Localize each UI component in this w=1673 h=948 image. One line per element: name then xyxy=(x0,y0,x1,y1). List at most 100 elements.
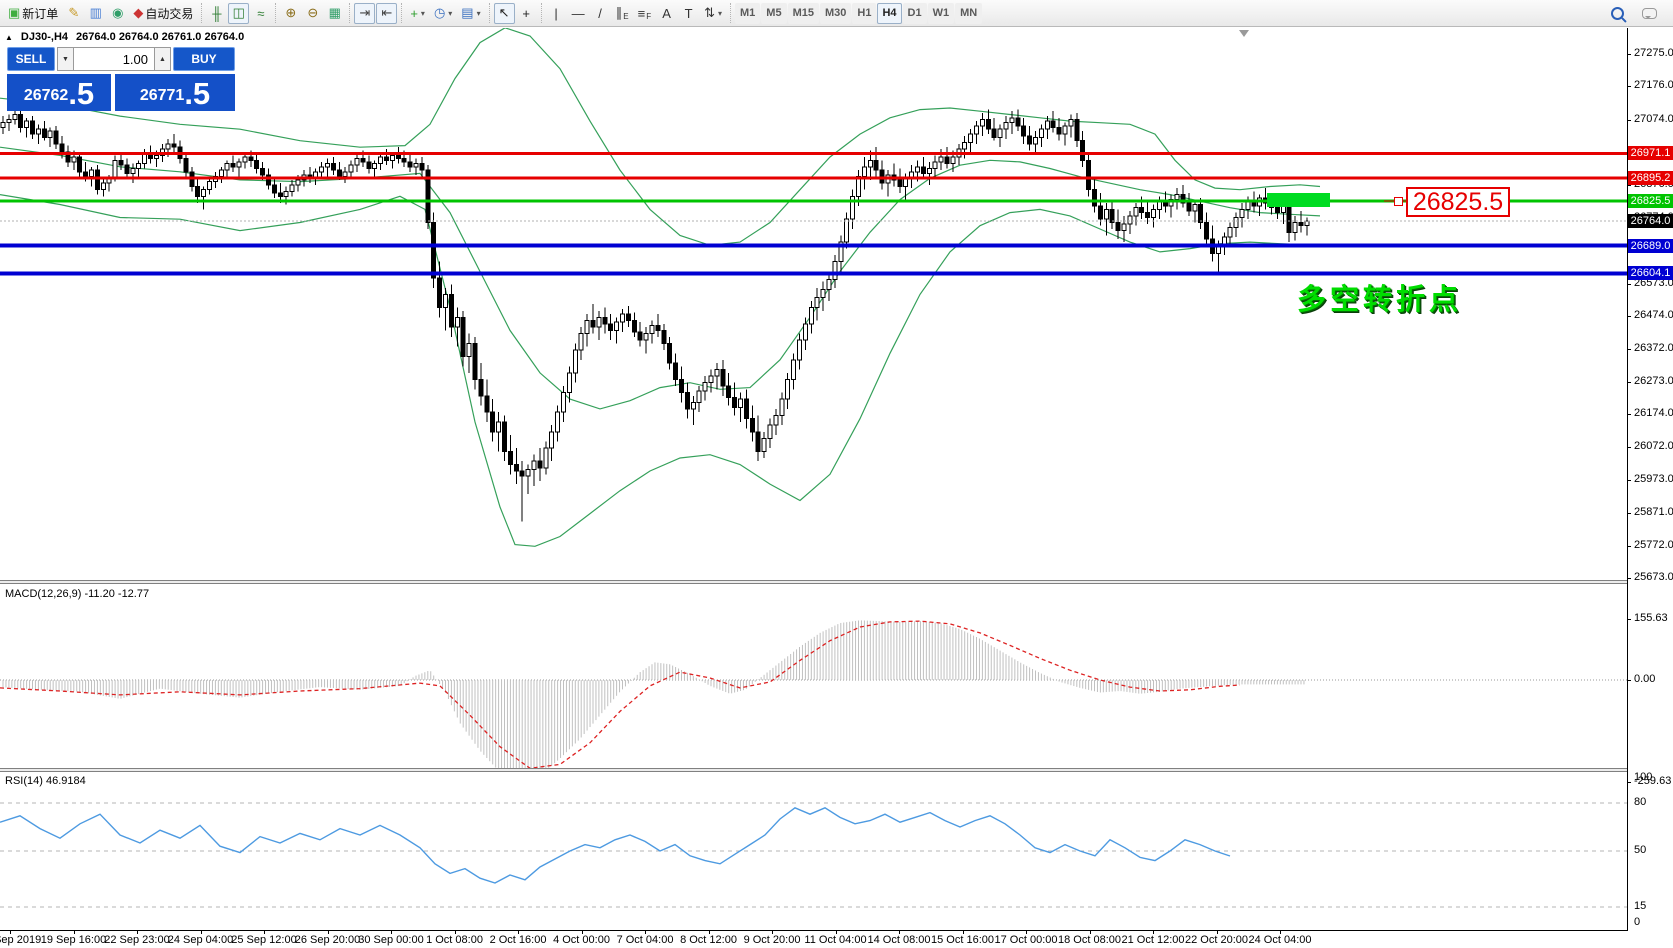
periods-button[interactable]: ◷ ▾ xyxy=(430,3,456,24)
price-axis-tick xyxy=(1627,545,1631,547)
time-axis-tick xyxy=(1216,930,1218,934)
zoom-in-icon: ⊕ xyxy=(285,5,297,20)
chart-annotation-text[interactable]: 多空转折点 xyxy=(1297,284,1463,316)
horizontal-line-button[interactable]: — xyxy=(568,3,589,24)
sell-button[interactable]: SELL xyxy=(7,47,55,71)
time-axis-tick xyxy=(645,930,646,934)
trendline-button[interactable]: / xyxy=(590,3,611,24)
templates-button[interactable]: ▤ ▾ xyxy=(457,3,484,24)
timeframe-m5-button[interactable]: M5 xyxy=(761,2,787,24)
vertical-line-button[interactable]: | xyxy=(546,3,567,24)
chart-shift-marker-icon[interactable] xyxy=(1239,30,1249,37)
time-axis-tick xyxy=(137,930,138,934)
symbol-title: DJ30-,H4 xyxy=(20,31,68,43)
text-button[interactable]: A xyxy=(656,3,677,24)
chart-area[interactable]: 27275.027176.027074.026876.026774.026675… xyxy=(0,28,1673,948)
rsi-canvas[interactable] xyxy=(0,772,1628,930)
line-chart-button[interactable]: ≈ xyxy=(250,3,271,24)
timeframe-h4-button[interactable]: H4 xyxy=(877,2,902,24)
dropdown-arrow-icon[interactable]: ▾ xyxy=(476,8,481,18)
equidistant-channel-icon: ∥ xyxy=(615,5,623,20)
macd-axis-label: 155.63 xyxy=(1634,611,1668,624)
timeframe-mn-button[interactable]: MN xyxy=(955,2,983,24)
time-axis-tick xyxy=(708,930,710,934)
autotrading-button[interactable]: ◆ 自动交易 xyxy=(129,3,197,24)
price-axis-tick-label: 27275.0 xyxy=(1634,47,1673,59)
price-callout-label[interactable]: 26825.5 xyxy=(1406,187,1510,218)
volume-input[interactable] xyxy=(74,47,154,71)
new-order-icon: ▣ xyxy=(8,5,21,20)
cursor-icon: ↖ xyxy=(498,5,510,20)
navigator-button[interactable]: ◉ xyxy=(107,3,128,24)
periods-icon: ◷ xyxy=(433,5,446,20)
price-level-lines[interactable] xyxy=(0,151,1628,276)
timeframe-d1-button[interactable]: D1 xyxy=(902,2,927,24)
market-watch-button[interactable]: ▥ xyxy=(85,3,106,24)
bar-chart-button[interactable]: ╫ xyxy=(206,3,227,24)
macd-axis-tick xyxy=(1627,781,1631,783)
time-axis-tick xyxy=(962,930,964,934)
search-button[interactable] xyxy=(1607,3,1628,24)
toolbar-separator xyxy=(349,3,351,23)
time-axis-tick xyxy=(327,930,329,934)
price-level-label: 26825.5 xyxy=(1628,194,1673,209)
price-axis-tick-label: 27176.0 xyxy=(1634,79,1673,92)
buy-button[interactable]: BUY xyxy=(173,47,235,71)
price-callout-anchor[interactable] xyxy=(1394,197,1403,207)
dropdown-arrow-icon[interactable]: ▾ xyxy=(718,8,723,18)
timeframe-m1-button[interactable]: M1 xyxy=(735,2,761,24)
time-axis-tick xyxy=(10,930,11,934)
panel-splitter[interactable] xyxy=(0,768,1628,772)
time-axis-tick xyxy=(454,930,456,934)
macd-canvas[interactable] xyxy=(0,584,1628,768)
horizontal-line-icon: — xyxy=(571,5,585,21)
equidistant-channel-button[interactable]: ∥ E xyxy=(612,3,633,24)
zoom-in-button[interactable]: ⊕ xyxy=(280,3,301,24)
tile-windows-button[interactable]: ▦ xyxy=(324,3,345,24)
time-axis-tick xyxy=(200,930,202,934)
collapse-panel-icon[interactable]: ▲ xyxy=(5,32,13,42)
candles-layer xyxy=(0,101,1310,522)
time-axis-label: 8 Oct 12:00 xyxy=(680,934,737,946)
arrows-button[interactable]: ⇅ ▾ xyxy=(700,3,726,24)
main-chart-canvas[interactable] xyxy=(0,28,1628,580)
price-axis-tick xyxy=(1627,283,1631,285)
timeframe-m30-button[interactable]: M30 xyxy=(819,2,852,24)
time-axis-label: 24 Sep 04:00 xyxy=(167,934,234,946)
dropdown-arrow-icon[interactable]: ▾ xyxy=(448,8,453,18)
crosshair-button[interactable]: + xyxy=(516,3,537,24)
chart-shift-button[interactable]: ⇤ xyxy=(376,2,398,24)
time-axis-label: 4 Oct 00:00 xyxy=(553,934,610,946)
chart-pen-button[interactable]: ✎ xyxy=(63,3,84,24)
zoom-out-button[interactable]: ⊖ xyxy=(302,3,323,24)
macd-axis-tick xyxy=(1627,618,1631,620)
candlestick-chart-button[interactable]: ◫ xyxy=(228,2,250,24)
symbol-header[interactable]: ▲ DJ30-,H4 26764.0 26764.0 26761.0 26764… xyxy=(5,31,244,43)
candlestick-chart-icon: ◫ xyxy=(232,5,245,20)
buy-price[interactable]: 26771.5 xyxy=(115,74,235,111)
chat-button[interactable] xyxy=(1638,3,1661,24)
price-axis-tick-label: 26372.0 xyxy=(1634,342,1673,355)
timeframe-h1-button[interactable]: H1 xyxy=(852,2,877,24)
auto-scroll-button[interactable]: ⇥ xyxy=(354,2,376,24)
time-axis-tick xyxy=(518,930,519,934)
cursor-button[interactable]: ↖ xyxy=(493,2,515,24)
volume-decrease-button[interactable]: ▼ xyxy=(57,47,74,71)
volume-stepper: ▼ ▲ xyxy=(57,47,171,71)
text-label-button[interactable]: T xyxy=(678,3,699,24)
dropdown-arrow-icon[interactable]: ▾ xyxy=(420,8,425,18)
sell-price[interactable]: 26762.5 xyxy=(7,74,111,111)
navigator-icon: ◉ xyxy=(112,5,124,20)
time-axis-label: 19 Sep 16:00 xyxy=(40,934,107,946)
rsi-axis-label: 0 xyxy=(1634,916,1641,928)
timeframe-m15-button[interactable]: M15 xyxy=(787,2,819,24)
panel-splitter[interactable] xyxy=(0,580,1628,584)
fibonacci-button[interactable]: ≡ F xyxy=(634,3,655,24)
new-order-button[interactable]: ▣ 新订单 xyxy=(4,3,62,24)
highlight-rectangle[interactable] xyxy=(1267,193,1330,208)
volume-increase-button[interactable]: ▲ xyxy=(154,47,171,71)
indicators-button[interactable]: + ▾ xyxy=(406,3,429,24)
timeframe-w1-button[interactable]: W1 xyxy=(927,2,955,24)
price-axis-tick-label: 25973.0 xyxy=(1634,472,1673,485)
autotrading-icon: ◆ xyxy=(133,5,144,20)
